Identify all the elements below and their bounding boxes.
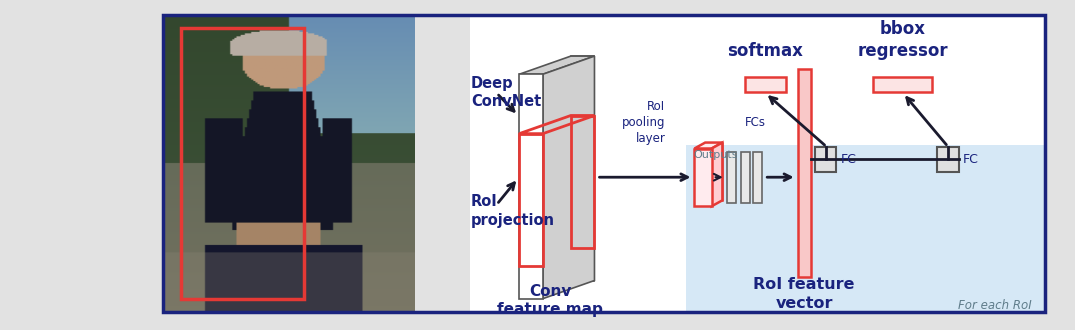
Text: FC: FC	[963, 152, 979, 166]
Bar	[815, 147, 836, 172]
Bar	[745, 77, 786, 92]
Bar	[571, 56, 594, 280]
Text: RoI feature
vector: RoI feature vector	[754, 277, 855, 311]
Text: Conv
feature map: Conv feature map	[498, 283, 603, 317]
Bar	[741, 152, 750, 203]
Text: FC: FC	[841, 152, 857, 166]
Bar	[181, 28, 304, 299]
Bar	[694, 148, 712, 206]
Text: Deep
ConvNet: Deep ConvNet	[471, 76, 541, 109]
Bar	[752, 152, 762, 203]
Bar	[519, 74, 543, 299]
Polygon shape	[519, 56, 594, 74]
Bar	[519, 134, 543, 266]
Text: bbox
regressor: bbox regressor	[858, 19, 948, 60]
Bar	[798, 69, 811, 277]
Text: RoI
pooling
layer: RoI pooling layer	[622, 100, 665, 145]
Text: RoI
projection: RoI projection	[471, 194, 555, 228]
Bar	[873, 77, 932, 92]
Bar	[727, 152, 736, 203]
Bar	[686, 145, 1045, 312]
Bar	[571, 115, 594, 248]
Polygon shape	[694, 143, 722, 148]
Text: Outputs: Outputs	[693, 150, 737, 160]
Bar	[163, 15, 1045, 312]
Bar	[705, 143, 722, 200]
Text: For each RoI: For each RoI	[958, 299, 1032, 313]
Polygon shape	[543, 56, 594, 299]
Text: softmax: softmax	[728, 42, 803, 60]
Text: FCs: FCs	[745, 116, 766, 129]
Polygon shape	[712, 143, 722, 206]
Bar	[937, 147, 959, 172]
Bar	[470, 15, 1045, 312]
